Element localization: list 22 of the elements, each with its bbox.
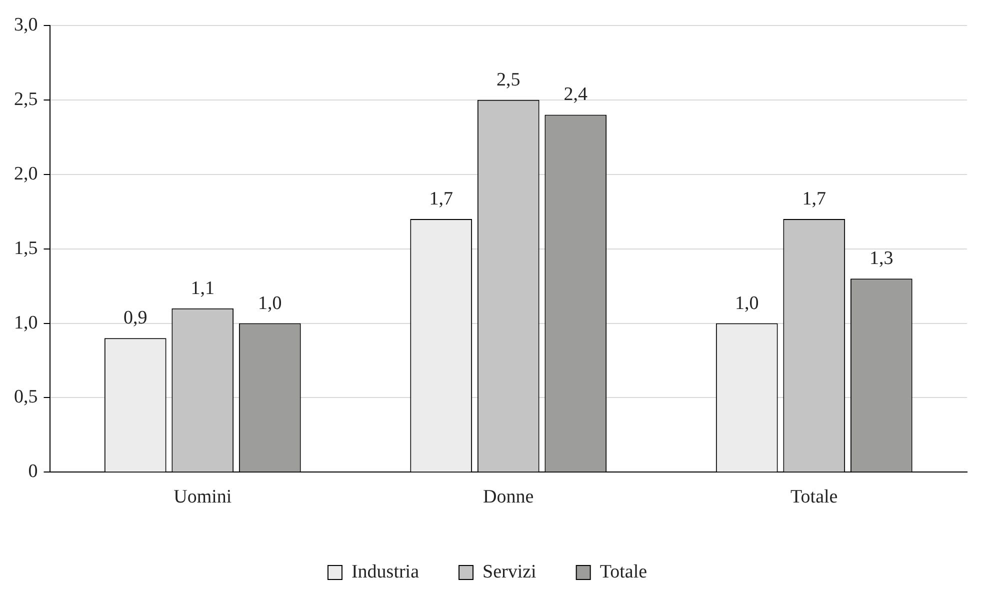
x-tick-label: Donne <box>483 486 534 508</box>
data-label: 1,0 <box>258 292 282 314</box>
y-tick-label: 2,0 <box>14 163 38 184</box>
y-tick-label: 0,5 <box>14 386 38 408</box>
y-tick-label: 2,5 <box>14 88 38 110</box>
data-label: 1,7 <box>802 188 826 210</box>
x-tick-label: Totale <box>790 486 838 508</box>
x-tick-label: Uomini <box>174 486 232 508</box>
data-label: 1,1 <box>190 278 214 299</box>
data-label: 1,0 <box>734 292 759 314</box>
legend-label: Totale <box>600 561 648 582</box>
data-label: 0,9 <box>123 308 148 329</box>
data-label: 1,7 <box>429 188 453 210</box>
y-tick-label: 3,0 <box>14 14 38 36</box>
data-label: 2,4 <box>564 84 588 106</box>
y-tick-label: 1,0 <box>14 312 38 334</box>
legend-label: Industria <box>351 561 420 582</box>
legend-label: Servizi <box>482 561 536 582</box>
data-label: 2,5 <box>496 69 520 90</box>
y-tick-label: 1,5 <box>14 238 38 259</box>
y-tick-label: 0 <box>28 461 38 482</box>
data-label: 1,3 <box>870 248 894 270</box>
